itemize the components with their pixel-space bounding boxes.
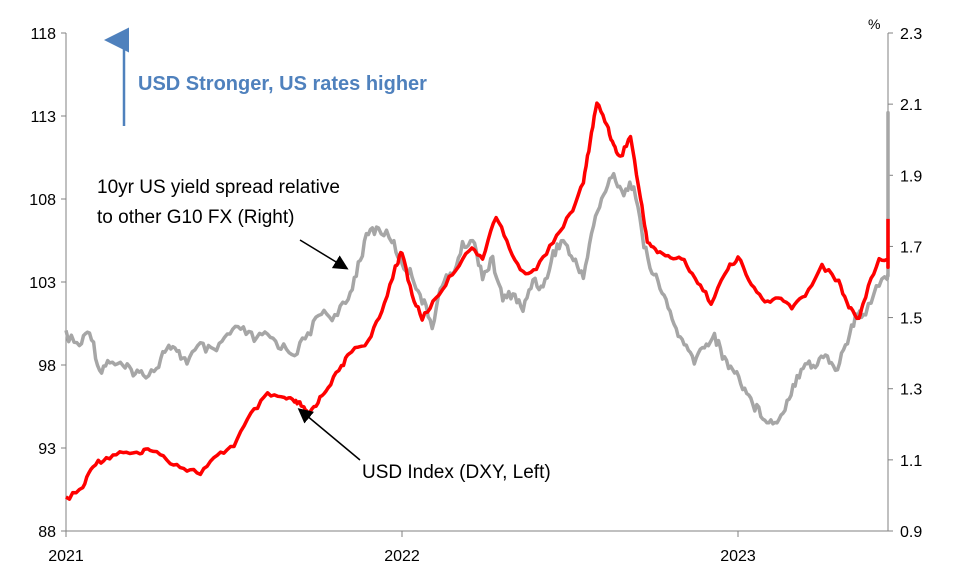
left-axis-tick-label: 98: [38, 358, 56, 375]
left-axis-tick-label: 93: [38, 441, 56, 458]
dxy-label-arrow: [297, 408, 361, 461]
spread-label-line1: 10yr US yield spread relative: [97, 177, 340, 198]
right-axis-tick-label: 1.9: [900, 168, 922, 185]
series-line-yield-spread: [64, 110, 890, 426]
x-axis-tick-label: 2023: [720, 548, 756, 565]
spread-label-arrow: [299, 239, 349, 270]
series-line-dxy: [65, 101, 890, 501]
left-axis-tick-label: 108: [29, 192, 56, 209]
left-axis-tick-label: 118: [30, 26, 56, 43]
right-axis-tick-label: 1.5: [900, 311, 922, 328]
x-axis-tick-label: 2022: [384, 548, 420, 565]
series-layer: [64, 101, 890, 501]
x-axis-tick-label: 2021: [48, 548, 84, 565]
dxy-label: USD Index (DXY, Left): [362, 462, 551, 483]
right-axis-tick-label: 2.1: [900, 97, 922, 114]
right-axis-unit: %: [868, 16, 880, 32]
right-axis-tick-label: 1.3: [900, 382, 922, 399]
right-axis-tick-label: 1.7: [900, 239, 922, 256]
right-axis-tick-label: 1.1: [900, 453, 922, 470]
right-axis-tick-label: 2.3: [900, 26, 922, 43]
left-axis-tick-label: 88: [38, 524, 56, 541]
left-axis-tick-label: 113: [30, 109, 56, 126]
left-axis-tick-label: 103: [29, 275, 56, 292]
direction-label: USD Stronger, US rates higher: [138, 73, 427, 95]
axes-layer: 88 93 98 103 108 113 118 0.9 1.1 1.3 1.5 1.7 1.9 2.1 2…: [29, 26, 922, 565]
right-axis-tick-label: 0.9: [900, 524, 922, 541]
spread-label-line2: to other G10 FX (Right): [97, 207, 294, 228]
